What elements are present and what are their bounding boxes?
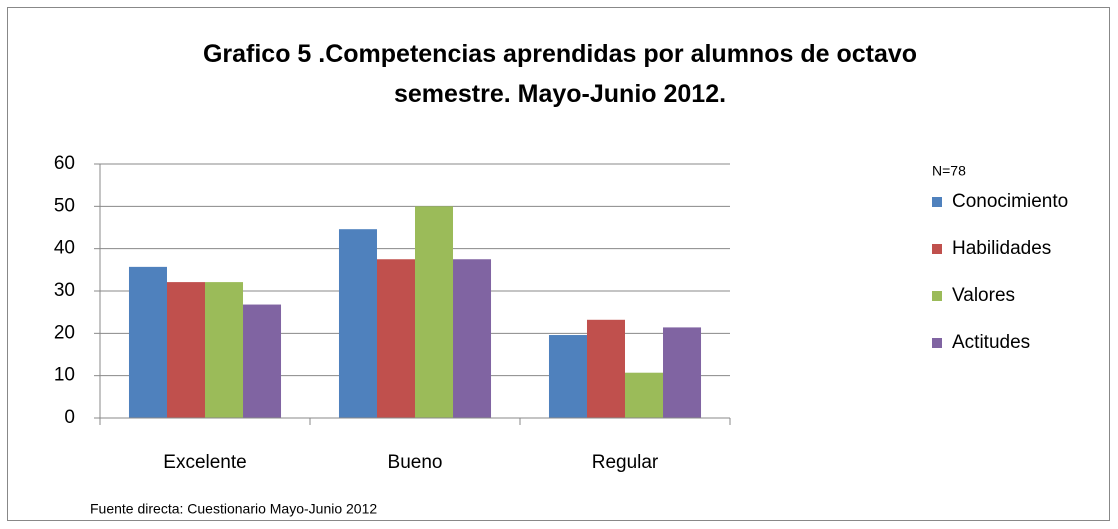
y-tick-label: 0 (64, 407, 75, 428)
bar (128, 266, 167, 418)
chart-title: Grafico 5 .Competencias aprendidas por a… (202, 40, 918, 108)
bar (625, 372, 664, 418)
legend-swatch (932, 197, 942, 207)
bar (166, 282, 205, 418)
source-note: Fuente directa: Cuestionario Mayo-Junio … (90, 501, 377, 517)
y-tick-label: 20 (54, 322, 75, 343)
legend-label: Conocimiento (952, 191, 1068, 212)
legend-swatch (932, 244, 942, 254)
bar (586, 319, 625, 418)
legend-label: Actitudes (952, 332, 1030, 353)
bar (453, 259, 492, 418)
legend-swatch (932, 338, 942, 348)
bar (205, 282, 244, 418)
y-tick-label: 10 (54, 365, 75, 386)
y-tick-label: 60 (54, 153, 75, 174)
bar (415, 206, 454, 418)
bar (338, 229, 377, 418)
legend-label: Valores (952, 285, 1015, 306)
annotation: N=78 (932, 163, 966, 179)
bar (243, 304, 282, 418)
bar (376, 259, 415, 418)
legend-label: Habilidades (952, 238, 1051, 259)
bar (663, 327, 702, 418)
x-tick-label: Excelente (163, 452, 246, 473)
x-tick-label: Regular (592, 452, 659, 473)
chart-border (7, 7, 1110, 521)
y-tick-label: 40 (54, 238, 75, 259)
y-tick-label: 50 (54, 195, 75, 216)
x-tick-label: Bueno (388, 452, 443, 473)
bar (548, 335, 587, 418)
legend-swatch (932, 291, 942, 301)
y-tick-label: 30 (54, 280, 75, 301)
